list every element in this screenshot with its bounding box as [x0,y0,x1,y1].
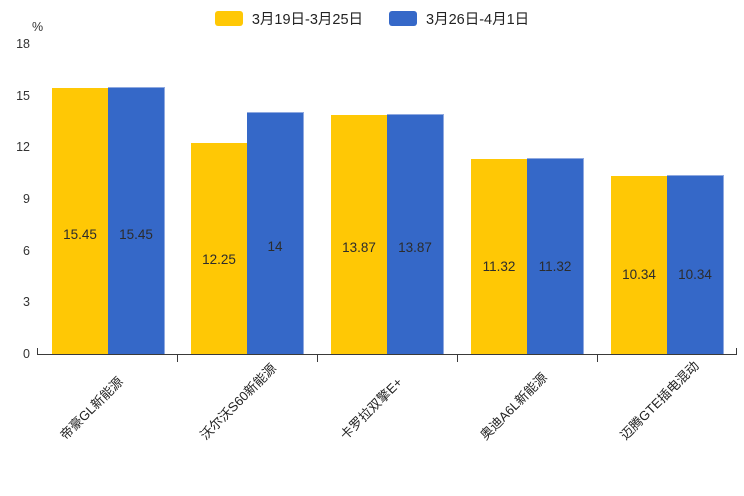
y-axis-tick-labels: 18 15 12 9 6 3 0 [0,0,30,496]
y-tick-15: 15 [16,88,30,103]
bar-series-2[interactable]: 14 [247,111,304,354]
category-label-4: 奥迪A6L新能源 [477,369,551,443]
chart-legend: 3月19日-3月25日 3月26日-4月1日 [0,8,744,29]
bar-value-label: 13.87 [398,239,432,255]
x-axis-baseline [37,354,737,355]
bar-value-label: 15.45 [63,227,97,243]
bar-series-1[interactable]: 15.45 [52,87,108,354]
legend-label-series-1: 3月19日-3月25日 [251,12,364,28]
bar-value-label: 10.34 [678,266,712,282]
bar-series-1[interactable]: 13.87 [331,115,387,354]
bar-series-2[interactable]: 10.34 [667,174,724,354]
y-tick-18: 18 [16,37,30,51]
category-label-1: 帝豪GL新能源 [57,373,126,443]
category-label-2: 沃尔沃S60新能源 [197,360,280,443]
bar-series-1[interactable]: 12.25 [191,143,247,354]
plot-area: 15.45 15.45 12.25 14 13.87 13.87 11.32 11.32 10.… [37,44,737,354]
bar-value-label: 14 [267,238,283,254]
x-axis-right-cap [736,348,737,355]
x-axis-left-cap [37,348,38,355]
legend-swatch-yellow [214,11,243,26]
legend-swatch-blue [389,11,418,26]
y-tick-3: 3 [23,295,30,310]
bar-series-2[interactable]: 11.32 [527,158,584,354]
bar-series-1[interactable]: 11.32 [471,159,527,354]
bar-value-label: 11.32 [482,259,516,275]
bar-value-label: 13.87 [342,239,376,255]
x-axis-tick [457,355,458,362]
y-tick-6: 6 [23,243,30,258]
y-tick-12: 12 [16,140,30,155]
bar-series-2[interactable]: 15.45 [108,86,165,354]
legend-label-series-2: 3月26日-4月1日 [426,12,530,28]
category-label-3: 卡罗拉双擎E+ [337,374,406,443]
x-axis-tick [317,355,318,362]
category-label-5: 迈腾GTE插电混动 [617,358,702,443]
bar-value-label: 15.45 [119,227,153,243]
legend-item-series-1[interactable]: 3月19日-3月25日 [214,8,364,29]
x-axis-tick [597,355,598,362]
bar-value-label: 10.34 [622,266,656,282]
y-tick-9: 9 [23,192,30,206]
bar-value-label: 11.32 [538,259,572,275]
bar-series-2[interactable]: 13.87 [387,114,444,354]
bar-value-label: 12.25 [202,252,236,268]
legend-item-series-2[interactable]: 3月26日-4月1日 [389,8,529,29]
y-tick-0: 0 [23,347,30,361]
x-axis-tick [177,355,178,362]
bar-series-1[interactable]: 10.34 [611,175,667,354]
y-axis-unit-label: % [32,20,44,34]
